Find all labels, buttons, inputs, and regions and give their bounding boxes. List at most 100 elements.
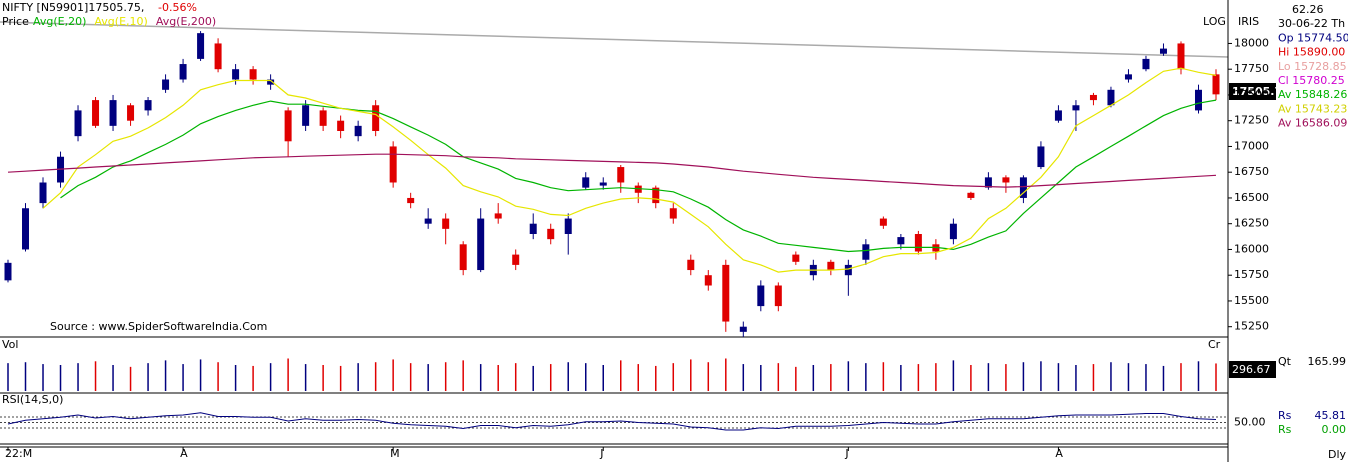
candle-body xyxy=(879,218,887,226)
volume-side-label: Cr xyxy=(1208,338,1221,351)
y-tick-label: 15250 xyxy=(1234,320,1269,333)
candle-body xyxy=(459,244,467,271)
candle-body xyxy=(267,79,275,85)
candle-body xyxy=(162,79,170,90)
candle-body xyxy=(599,182,607,186)
candle-body xyxy=(1124,74,1132,80)
volume-last-label: 296.67 xyxy=(1232,363,1271,376)
candle-body xyxy=(1089,94,1097,101)
y-tick-label: 17500 xyxy=(1234,88,1269,101)
candle-body xyxy=(424,218,432,224)
rs-value: 45.81 xyxy=(1315,409,1347,422)
source: Source : www.SpiderSoftwareIndia.Com xyxy=(50,320,267,333)
candle-body xyxy=(914,234,922,252)
candle-body xyxy=(1072,105,1080,111)
candle-body xyxy=(39,182,47,204)
info-text: 62.26 xyxy=(1292,3,1324,16)
rs-label: Rs xyxy=(1278,409,1292,422)
candle-body xyxy=(967,192,975,198)
info-text: Av 15743.23 xyxy=(1278,102,1347,115)
candle-body xyxy=(564,218,572,234)
chart-title: NIFTY [N59901]17505.75, xyxy=(2,1,144,14)
candle-body xyxy=(372,105,380,131)
candle-body xyxy=(1002,177,1010,183)
candle-body xyxy=(302,105,310,126)
info-text: Av 15848.26 xyxy=(1278,88,1347,101)
candle-body xyxy=(582,177,590,188)
y-tick-label: 16500 xyxy=(1234,191,1269,204)
legend-entry: Avg(E,10) xyxy=(94,15,147,28)
last-tag xyxy=(1229,83,1276,100)
info-text: Hi 15890.00 xyxy=(1278,46,1345,59)
rsi-tick-label: 50.00 xyxy=(1234,416,1266,429)
rsi-line xyxy=(7,412,1217,431)
candle-body xyxy=(617,167,625,183)
candle-body xyxy=(494,213,502,219)
info-text: 30-06-22 Th xyxy=(1278,17,1345,30)
candle-body xyxy=(1194,89,1202,111)
info-text: Av 16586.09 xyxy=(1278,117,1347,130)
candle-body xyxy=(774,285,782,307)
volume-label: Vol xyxy=(2,338,18,351)
candle-body xyxy=(687,259,695,271)
candle-body xyxy=(284,110,292,142)
candle-body xyxy=(179,64,187,80)
y-tick-label: 18000 xyxy=(1234,36,1269,49)
x-tick-label: A xyxy=(1055,447,1063,460)
candle-body xyxy=(547,228,555,240)
rs-label: Rs xyxy=(1278,423,1292,436)
candle-body xyxy=(669,208,677,219)
candle-body xyxy=(407,197,415,204)
candle-body xyxy=(1159,48,1167,54)
candle-body xyxy=(214,43,222,70)
candle-body xyxy=(1054,110,1062,121)
x-tick-label: M xyxy=(390,447,400,460)
info-text: Cl 15780.25 xyxy=(1278,74,1345,87)
indicator-label: IRIS xyxy=(1238,15,1259,28)
candle-body xyxy=(22,208,30,250)
candle-body xyxy=(1019,177,1027,198)
y-tick-label: 17250 xyxy=(1234,114,1269,127)
legend-entry: Avg(E,200) xyxy=(156,15,216,28)
x-tick-label: J xyxy=(599,447,603,460)
candle-body xyxy=(1142,58,1150,70)
qt-value: 165.99 xyxy=(1308,355,1347,368)
candle-body xyxy=(862,244,870,260)
candle-body xyxy=(949,223,957,240)
candle-body xyxy=(984,177,992,188)
x-tick-label: 22:M xyxy=(5,447,32,460)
average-line xyxy=(42,67,1217,273)
candle-body xyxy=(109,100,117,126)
rsi-label: RSI(14,S,0) xyxy=(2,393,63,406)
scale-label: LOG xyxy=(1203,15,1226,28)
candle-body xyxy=(1107,89,1115,106)
y-tick-label: 17000 xyxy=(1234,139,1269,152)
candle-body xyxy=(757,285,765,307)
candle-body xyxy=(1177,43,1185,70)
x-tick-label: J xyxy=(844,447,848,460)
candle-body xyxy=(442,218,450,229)
y-tick-label: 17750 xyxy=(1234,62,1269,75)
candle-body xyxy=(792,254,800,262)
candle-body xyxy=(897,237,905,245)
candle-body xyxy=(92,100,100,126)
candle-body xyxy=(1037,146,1045,168)
candle-body xyxy=(127,105,135,121)
candle-body xyxy=(144,100,152,111)
candle-body xyxy=(739,326,747,332)
info-text: Lo 15728.85 xyxy=(1278,60,1347,73)
candle-body xyxy=(529,223,537,234)
candle-body xyxy=(354,125,362,137)
legend-entry: Avg(E,20) xyxy=(33,15,86,28)
candle-body xyxy=(477,218,485,271)
qt-label: Qt xyxy=(1278,355,1292,368)
frequency: Dly xyxy=(1328,448,1347,461)
candle-body xyxy=(827,261,835,271)
volume-tag xyxy=(1229,361,1276,378)
candle-body xyxy=(232,69,240,80)
y-tick-label: 15750 xyxy=(1234,268,1269,281)
candle-body xyxy=(1212,74,1220,95)
candle-body xyxy=(652,187,660,204)
candle-body xyxy=(249,69,257,80)
